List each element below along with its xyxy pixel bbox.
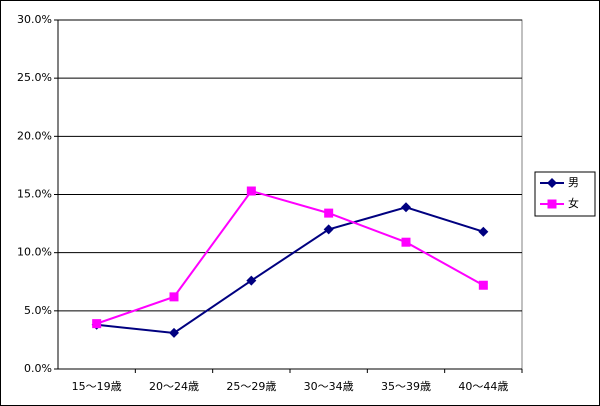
data-point [246,275,257,286]
data-point [323,224,334,235]
series-line [96,189,484,325]
x-tick-label: 15～19歳 [72,380,122,393]
legend-marker [547,199,557,209]
data-point [478,280,488,290]
y-tick-label: 30.0% [17,13,52,26]
y-tick-label: 10.0% [17,246,52,259]
y-tick-label: 0.0% [24,362,52,375]
x-tick-label: 20～24歳 [149,380,199,393]
legend-label: 男 [568,176,579,189]
y-tick-label: 25.0% [17,71,52,84]
data-point [401,202,411,213]
data-point [92,319,102,329]
legend-box [534,171,596,217]
legend-label: 女 [568,196,579,210]
y-tick-label: 5.0% [24,304,52,317]
data-point [324,208,334,218]
legend-marker [547,178,557,188]
series-line [96,206,484,334]
data-point [401,237,411,247]
y-tick-label: 20.0% [17,129,52,142]
data-point [169,327,179,338]
data-point [169,292,179,302]
x-tick-label: 25～29歳 [226,380,276,393]
y-tick-label: 15.0% [17,188,52,201]
x-tick-label: 30～34歳 [304,380,354,393]
data-point [246,186,256,196]
x-tick-label: 40～44歳 [458,380,508,393]
data-point [478,226,489,237]
x-tick-label: 35～39歳 [381,380,431,393]
